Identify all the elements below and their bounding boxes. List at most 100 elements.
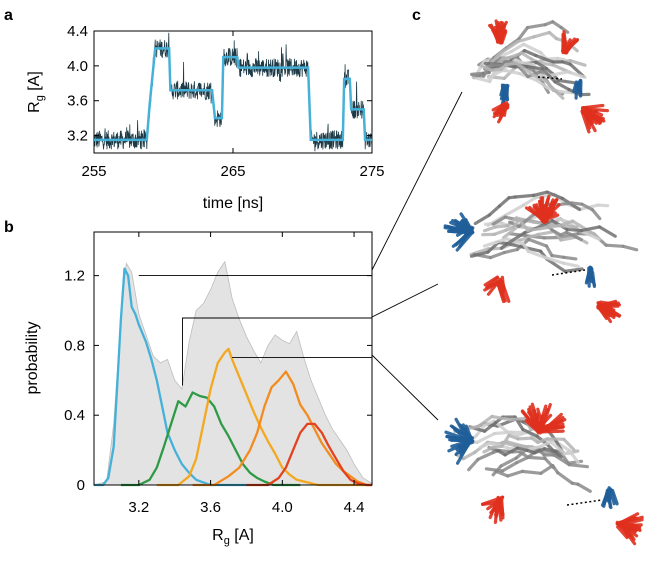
- bond-stick: [497, 196, 511, 208]
- x-tick-label: 3.2: [128, 499, 149, 516]
- bond-stick: [517, 217, 530, 232]
- bond-stick: [555, 56, 566, 62]
- bond-stick: [586, 266, 592, 283]
- bond-stick: [447, 229, 471, 234]
- panel-b-xlabel-unit: [A]: [230, 527, 254, 544]
- bond-stick: [502, 247, 519, 255]
- bond-stick: [563, 267, 584, 273]
- bond-stick: [545, 190, 564, 200]
- bond-stick: [507, 433, 520, 441]
- connector-diagonal-2: [371, 283, 439, 318]
- bond-stick: [540, 67, 557, 84]
- bond-stick: [452, 435, 470, 441]
- distribution-line-2: [120, 391, 301, 487]
- bond-stick: [534, 219, 554, 230]
- bond-stick: [513, 193, 536, 199]
- bond-stick: [536, 437, 549, 444]
- bond-stick: [602, 488, 610, 508]
- x-tick-label: 275: [359, 163, 384, 180]
- bond-stick: [525, 64, 545, 71]
- bond-stick: [550, 254, 566, 259]
- structure-ensemble-2: [443, 190, 639, 324]
- bond-stick: [541, 194, 551, 221]
- bond-stick: [551, 20, 563, 30]
- bond-stick: [616, 525, 629, 540]
- bond-stick: [492, 228, 508, 236]
- bond-stick: [508, 416, 527, 422]
- bond-stick: [520, 51, 534, 61]
- bond-stick: [476, 450, 495, 461]
- bond-stick: [563, 38, 572, 53]
- bond-stick: [522, 42, 543, 55]
- bond-stick: [483, 280, 501, 292]
- bond-stick: [553, 80, 571, 92]
- bond-stick: [500, 433, 511, 448]
- bond-stick: [496, 498, 503, 522]
- bond-stick: [499, 456, 518, 468]
- bond-stick: [487, 444, 504, 451]
- bond-stick: [467, 457, 480, 472]
- bond-stick: [537, 61, 555, 67]
- bond-stick: [498, 279, 504, 297]
- bond-stick: [598, 300, 622, 307]
- bond-stick: [501, 224, 520, 240]
- bond-stick: [538, 224, 561, 231]
- bond-stick: [557, 224, 579, 229]
- bond-stick: [490, 51, 503, 64]
- bond-stick: [456, 438, 473, 465]
- bond-stick: [579, 225, 602, 233]
- bond-stick: [539, 464, 555, 475]
- bond-stick: [564, 230, 583, 242]
- state-distributions: [94, 267, 372, 487]
- panel-a-ylabel-unit: [A]: [26, 71, 43, 95]
- bond-stick: [483, 225, 498, 233]
- bond-stick: [487, 204, 502, 217]
- background-area: [93, 260, 373, 486]
- bond-stick: [526, 237, 549, 248]
- bond-stick: [556, 471, 574, 485]
- bond-stick: [567, 463, 590, 469]
- bond-stick: [483, 419, 496, 427]
- bond-stick: [471, 73, 486, 78]
- bond-stick: [464, 218, 474, 234]
- bond-stick: [505, 231, 527, 246]
- bond-stick: [526, 455, 547, 461]
- bond-stick: [499, 83, 505, 97]
- bond-stick: [550, 228, 563, 237]
- bond-stick: [516, 436, 534, 441]
- bond-stick: [580, 109, 591, 134]
- bond-stick: [493, 469, 510, 478]
- bond-stick: [487, 69, 502, 80]
- bond-stick: [566, 70, 587, 80]
- bond-stick: [504, 61, 519, 67]
- bond-stick: [621, 244, 639, 252]
- bond-stick: [559, 26, 570, 34]
- bond-stick: [590, 208, 602, 221]
- panel-b-xlabel: Rg [A]: [212, 527, 254, 547]
- panel-a-ylabel: Rg [A]: [26, 71, 46, 113]
- x-tick-label: 3.6: [200, 499, 221, 516]
- annotation-connectors: [138, 91, 463, 421]
- bond-stick: [494, 224, 509, 229]
- bond-stick: [505, 440, 527, 449]
- y-tick-label: 4.0: [67, 58, 88, 75]
- bond-stick: [526, 249, 549, 260]
- bond-stick: [615, 515, 636, 526]
- bond-stick: [563, 451, 575, 456]
- bond-stick: [487, 442, 502, 447]
- panel-label-b: b: [4, 219, 14, 236]
- bond-stick: [585, 108, 606, 123]
- panel-b-xlabel-main: R: [212, 527, 224, 544]
- bond-stick: [540, 403, 552, 431]
- bond-stick: [580, 202, 595, 212]
- state-fit-line: [94, 47, 372, 142]
- bond-stick: [561, 261, 580, 268]
- bond-stick: [499, 39, 520, 55]
- bond-stick: [492, 105, 505, 119]
- panel-b-ticks: 3.2 3.6 4.0 4.4 0 0.4 0.8 1.2: [64, 232, 372, 516]
- panel-a-xlabel: time [ns]: [203, 195, 263, 212]
- bond-stick: [535, 78, 550, 90]
- structure-ensemble-3: [444, 402, 644, 546]
- bond-stick: [489, 67, 503, 72]
